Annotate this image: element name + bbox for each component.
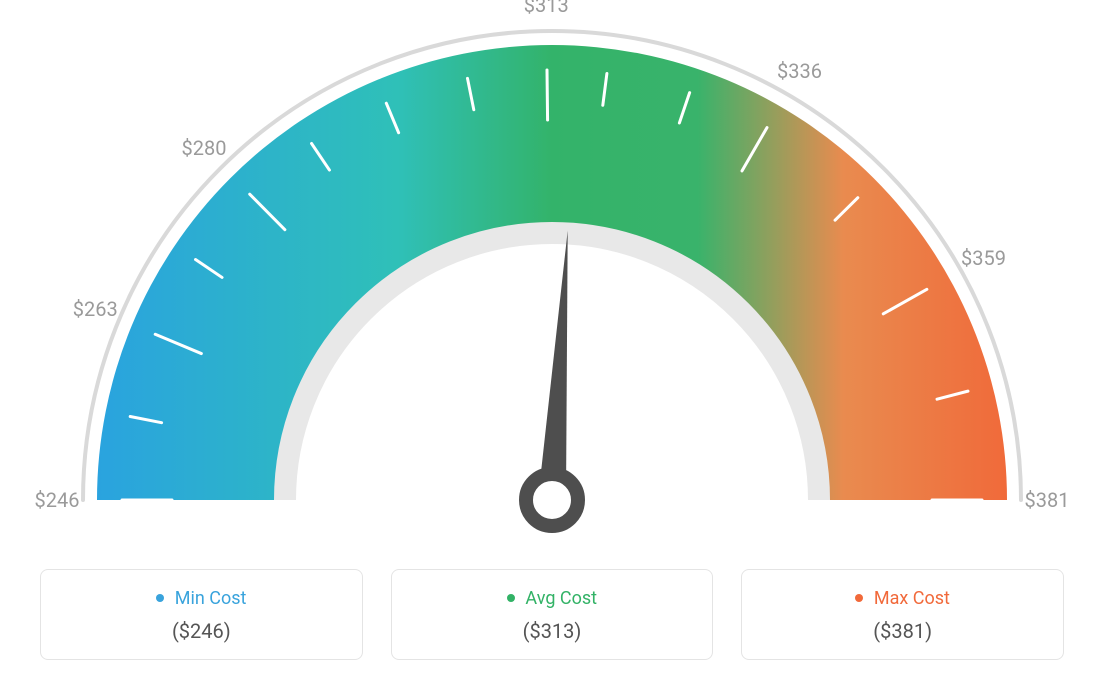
gauge-tick-label: $359 — [961, 246, 1006, 270]
legend-card-max: Max Cost ($381) — [741, 569, 1064, 660]
gauge-tick-label: $246 — [35, 488, 80, 512]
gauge-svg — [0, 0, 1104, 540]
legend-dot-max — [855, 594, 863, 602]
legend-value-min: ($246) — [51, 619, 352, 643]
legend-label-max-text: Max Cost — [874, 588, 950, 609]
legend-label-avg-text: Avg Cost — [525, 588, 597, 609]
legend-label-min: Min Cost — [51, 588, 352, 609]
legend-dot-min — [156, 594, 164, 602]
gauge-tick-label: $263 — [73, 297, 118, 321]
gauge-chart: $246 $263 $280 $313 $336 $359 $381 — [0, 0, 1104, 540]
gauge-tick-label: $336 — [777, 59, 822, 83]
legend-card-avg: Avg Cost ($313) — [391, 569, 714, 660]
gauge-tick-label: $313 — [524, 0, 569, 17]
gauge-tick-label: $280 — [182, 136, 227, 160]
legend-card-min: Min Cost ($246) — [40, 569, 363, 660]
cost-gauge-container: $246 $263 $280 $313 $336 $359 $381 Min Cost ($… — [0, 0, 1104, 690]
legend-value-avg: ($313) — [402, 619, 703, 643]
legend-label-max: Max Cost — [752, 588, 1053, 609]
legend-dot-avg — [507, 594, 515, 602]
legend-label-min-text: Min Cost — [175, 588, 247, 609]
gauge-tick-label: $381 — [1025, 488, 1070, 512]
legend-row: Min Cost ($246) Avg Cost ($313) Max Cost… — [40, 569, 1064, 660]
legend-label-avg: Avg Cost — [402, 588, 703, 609]
legend-value-max: ($381) — [752, 619, 1053, 643]
